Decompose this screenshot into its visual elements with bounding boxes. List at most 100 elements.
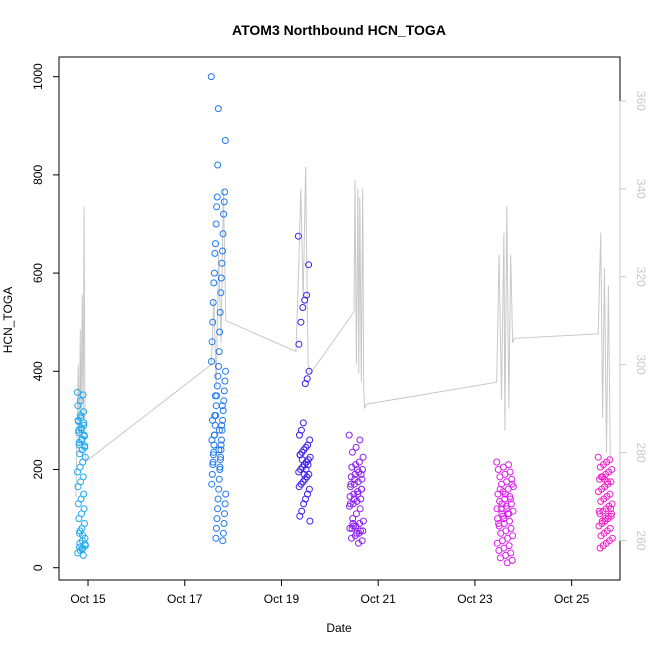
data-point: [306, 517, 314, 525]
data-point: [214, 105, 222, 113]
data-point: [214, 505, 222, 513]
data-point: [213, 193, 221, 201]
data-point: [215, 426, 223, 434]
data-point: [209, 451, 217, 459]
data-point: [353, 466, 361, 473]
data-point: [218, 436, 225, 444]
data-point: [497, 529, 505, 537]
data-point: [221, 137, 229, 144]
chart-title: ATOM3 Northbound HCN_TOGA: [232, 22, 446, 38]
data-point: [208, 338, 216, 346]
x-tick-label: Oct 25: [554, 592, 590, 606]
data-point: [597, 497, 605, 505]
data-point: [218, 426, 226, 434]
data-point: [607, 505, 615, 513]
data-point: [597, 532, 605, 540]
data-point: [74, 402, 82, 410]
y-tick-label: 800: [31, 165, 45, 185]
data-point: [208, 480, 216, 488]
data-point: [496, 485, 504, 493]
data-point: [75, 441, 83, 449]
y-tick-label: 200: [31, 459, 45, 479]
data-point: [222, 367, 229, 375]
data-point: [350, 490, 358, 498]
data-point: [215, 485, 223, 493]
data-point: [345, 431, 353, 439]
data-point: [217, 274, 225, 282]
data-point: [495, 547, 503, 554]
data-point: [210, 269, 218, 277]
data-point: [597, 473, 605, 481]
data-point: [219, 407, 227, 415]
data-point: [493, 505, 501, 513]
data-point: [211, 249, 219, 257]
y2-tick-label: 300: [634, 355, 648, 375]
data-point: [220, 198, 228, 206]
data-point: [210, 279, 218, 287]
y2-tick-label: 280: [634, 443, 648, 463]
data-point: [215, 446, 223, 454]
data-point: [212, 220, 220, 228]
data-point: [596, 463, 604, 471]
data-point: [346, 524, 354, 532]
data-point: [216, 328, 224, 336]
data-point: [76, 539, 84, 547]
data-point: [221, 510, 228, 518]
data-point: [217, 289, 225, 297]
y2-tick-label: 260: [634, 530, 648, 550]
data-point: [219, 529, 227, 537]
data-point: [294, 232, 302, 240]
y-axis-label: HCN_TOGA: [1, 287, 15, 353]
data-point: [359, 517, 367, 525]
y-tick-label: 1000: [31, 63, 45, 90]
data-point: [209, 416, 216, 424]
data-point: [212, 524, 220, 532]
data-point: [222, 490, 230, 498]
data-point: [305, 261, 313, 269]
y-tick-label: 0: [31, 564, 45, 571]
data-point: [357, 470, 365, 478]
secondary-series: [75, 166, 611, 497]
data-point: [215, 362, 222, 370]
data-point: [356, 505, 364, 513]
x-tick-label: Oct 19: [264, 592, 300, 606]
data-point: [347, 480, 355, 488]
data-point: [295, 483, 303, 491]
data-point: [81, 443, 89, 451]
data-point: [218, 259, 226, 267]
data-point: [357, 527, 364, 535]
data-point: [79, 391, 87, 399]
data-point: [299, 419, 307, 427]
scatter-points: [73, 73, 616, 567]
x-axis-label: Date: [326, 621, 352, 635]
data-point: [493, 458, 501, 466]
x-axis: Oct 15 Oct 17 Oct 19 Oct 21 Oct 23 Oct 25: [70, 579, 590, 606]
data-point: [295, 340, 303, 348]
data-point: [76, 543, 83, 551]
data-point: [215, 475, 223, 483]
data-point: [211, 392, 219, 400]
data-point: [296, 431, 303, 439]
data-point: [215, 348, 223, 356]
data-point: [212, 534, 220, 542]
data-point: [76, 450, 84, 458]
data-point: [209, 299, 217, 306]
data-point: [498, 480, 505, 488]
data-point: [356, 436, 364, 444]
y2-tick-label: 360: [634, 91, 648, 111]
data-point: [352, 443, 360, 451]
data-point: [348, 448, 356, 456]
data-point: [219, 537, 227, 545]
data-point: [349, 520, 357, 527]
point-cluster: [493, 458, 517, 567]
data-point: [79, 551, 87, 559]
x-tick-label: Oct 15: [70, 592, 106, 606]
data-point: [220, 397, 228, 405]
data-point: [221, 377, 229, 385]
data-point: [218, 402, 226, 410]
data-point: [354, 490, 362, 498]
data-point: [346, 500, 354, 508]
data-point: [213, 382, 221, 390]
data-point: [216, 463, 224, 471]
data-point: [221, 500, 229, 508]
